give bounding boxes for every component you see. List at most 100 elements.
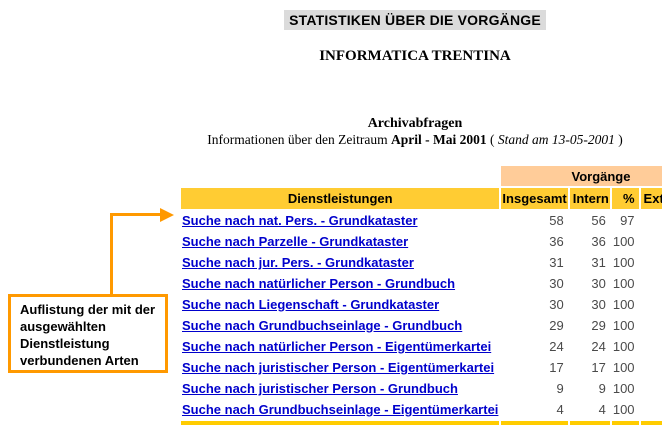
service-link[interactable]: Suche nach Grundbuchseinlage - Grundbuch [182, 318, 463, 333]
insgesamt-value: 17 [501, 358, 568, 377]
table-row: Suche nach juristischer Person - Eigentü… [181, 358, 662, 377]
total-intern-value: 266 [569, 421, 610, 425]
service-link[interactable]: Suche nach natürlicher Person - Eigentüm… [182, 339, 492, 354]
intern-value: 17 [569, 358, 610, 377]
intern-value: 4 [569, 400, 610, 419]
table-row: Suche nach Grundbuchseinlage - Grundbuch… [181, 316, 662, 335]
insgesamt-value: 58 [501, 211, 568, 230]
intern-pct-value: 100 [611, 400, 639, 419]
insgesamt-value: 36 [501, 232, 568, 251]
table-row: Suche nach natürlicher Person - Grundbuc… [181, 274, 662, 293]
table-row: Suche nach nat. Pers. - Grundkataster 58 5… [181, 211, 662, 230]
table-row: Suche nach juristischer Person - Grundbu… [181, 379, 662, 398]
intern-pct-value: 100 [611, 316, 639, 335]
callout-connector-vertical-line [110, 213, 113, 294]
total-label-cell: Insgesamt [181, 421, 500, 425]
column-header-intern-pct: % [611, 188, 639, 209]
service-cell: Suche nach juristischer Person - Eigentü… [181, 358, 500, 377]
intern-pct-value: 100 [611, 253, 639, 272]
table-row: Suche nach Parzelle - Grundkataster 36 36 1… [181, 232, 662, 251]
intern-value: 30 [569, 274, 610, 293]
extern-value: 0 [640, 295, 662, 314]
intern-pct-value: 100 [611, 295, 639, 314]
group-header-spacer [181, 166, 499, 186]
extern-value: 0 [640, 337, 662, 356]
service-link[interactable]: Suche nach juristischer Person - Eigentü… [182, 360, 495, 375]
insgesamt-value: 9 [501, 379, 568, 398]
stand-date: Stand am 13-05-2001 [497, 132, 615, 147]
stand-close-paren: ) [614, 132, 623, 147]
insgesamt-value: 31 [501, 253, 568, 272]
intern-value: 29 [569, 316, 610, 335]
intern-pct-value: 100 [611, 232, 639, 251]
column-header-dienstleistungen: Dienstleistungen [181, 188, 500, 209]
extern-value: 0 [640, 400, 662, 419]
total-insgesamt-value: 273 [501, 421, 568, 425]
intern-value: 31 [569, 253, 610, 272]
table-row: Suche nach natürlicher Person - Eigentüm… [181, 337, 662, 356]
column-header-extern: Extern [640, 188, 662, 209]
stand-open-paren: ( [486, 132, 498, 147]
column-header-insgesamt: Insgesamt [501, 188, 568, 209]
total-intern-pct-value: 97 [611, 421, 639, 425]
period-value: April - Mai 2001 [390, 132, 487, 147]
service-cell: Suche nach Liegenschaft - Grundkataster [181, 295, 500, 314]
total-row: Insgesamt 273 266 97 7 3 [181, 421, 662, 425]
intern-pct-value: 100 [611, 337, 639, 356]
service-link[interactable]: Suche nach Liegenschaft - Grundkataster [182, 297, 440, 312]
extern-value: 0 [640, 253, 662, 272]
service-cell: Suche nach natürlicher Person - Eigentüm… [181, 337, 500, 356]
column-header-intern: Intern [569, 188, 610, 209]
service-cell: Suche nach Grundbuchseinlage - Eigentüme… [181, 400, 500, 419]
organization-title: INFORMATICA TRENTINA [319, 48, 511, 64]
service-cell: Suche nach natürlicher Person - Grundbuc… [181, 274, 500, 293]
service-cell: Suche nach juristischer Person - Grundbu… [181, 379, 500, 398]
group-header-vorgaenge: Vorgänge [501, 166, 662, 186]
extern-value: 0 [640, 358, 662, 377]
intern-pct-value: 100 [611, 379, 639, 398]
period-prefix: Informationen über den Zeitraum [207, 132, 391, 147]
service-cell: Suche nach Grundbuchseinlage - Grundbuch [181, 316, 500, 335]
statistics-table: Vorgänge Dienstleistungen Insgesamt Inte… [179, 164, 662, 425]
intern-pct-value: 100 [611, 274, 639, 293]
intern-pct-value: 100 [611, 358, 639, 377]
page-title-text: STATISTIKEN ÜBER DIE VORGÄNGE [284, 10, 546, 30]
insgesamt-value: 24 [501, 337, 568, 356]
report-heading: Archivabfragen [367, 116, 463, 131]
intern-value: 56 [569, 211, 610, 230]
service-link[interactable]: Suche nach Parzelle - Grundkataster [182, 234, 409, 249]
service-link[interactable]: Suche nach Grundbuchseinlage - Eigentüme… [182, 402, 499, 417]
insgesamt-value: 4 [501, 400, 568, 419]
intern-pct-value: 97 [611, 211, 639, 230]
intern-value: 24 [569, 337, 610, 356]
service-link[interactable]: Suche nach juristischer Person - Grundbu… [182, 381, 458, 396]
callout-arrow-icon [160, 208, 174, 222]
insgesamt-value: 29 [501, 316, 568, 335]
callout-connector-horizontal-line [110, 213, 162, 216]
extern-value: 0 [640, 274, 662, 293]
service-link[interactable]: Suche nach nat. Pers. - Grundkataster [182, 213, 418, 228]
service-cell: Suche nach Parzelle - Grundkataster [181, 232, 500, 251]
service-cell: Suche nach jur. Pers. - Grundkataster [181, 253, 500, 272]
intern-value: 30 [569, 295, 610, 314]
service-cell: Suche nach nat. Pers. - Grundkataster [181, 211, 500, 230]
column-header-row: Dienstleistungen Insgesamt Intern % Exte… [181, 188, 662, 209]
total-extern-value: 7 [640, 421, 662, 425]
insgesamt-value: 30 [501, 274, 568, 293]
extern-value: 0 [640, 379, 662, 398]
group-header-row: Vorgänge [181, 166, 662, 186]
table-row: Suche nach jur. Pers. - Grundkataster 31 3… [181, 253, 662, 272]
extern-value: 2 [640, 211, 662, 230]
table-row: Suche nach Grundbuchseinlage - Eigentüme… [181, 400, 662, 419]
extern-value: 0 [640, 316, 662, 335]
annotation-callout: Auflistung der mit der ausgewählten Dien… [8, 294, 168, 373]
extern-value: 0 [640, 232, 662, 251]
insgesamt-value: 30 [501, 295, 568, 314]
report-subheading: Informationen über den Zeitraum April - … [182, 132, 648, 148]
service-link[interactable]: Suche nach jur. Pers. - Grundkataster [182, 255, 414, 270]
service-link[interactable]: Suche nach natürlicher Person - Grundbuc… [182, 276, 456, 291]
intern-value: 9 [569, 379, 610, 398]
table-body: Suche nach nat. Pers. - Grundkataster 58 5… [181, 211, 662, 419]
intern-value: 36 [569, 232, 610, 251]
